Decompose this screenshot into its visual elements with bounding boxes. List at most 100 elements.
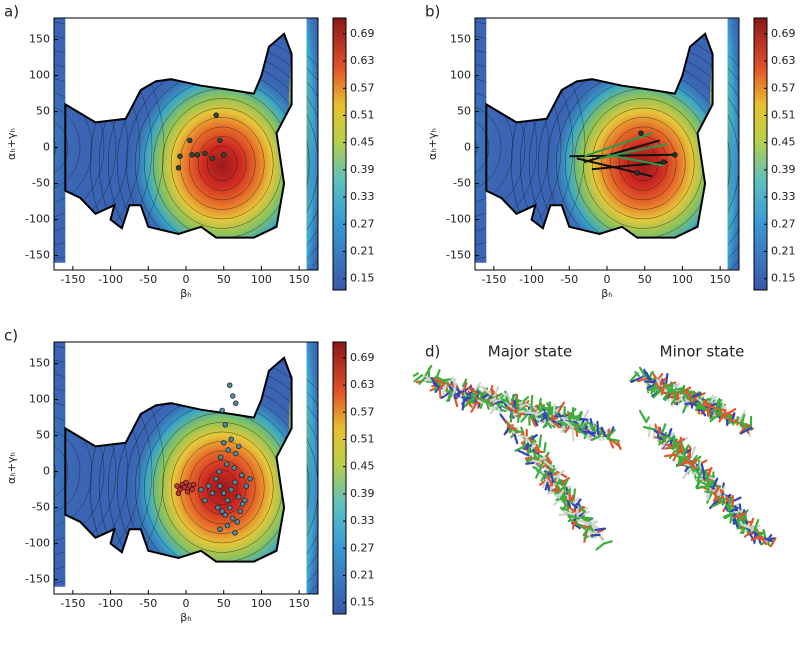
x-tick-label: 50 xyxy=(217,273,231,286)
data-point xyxy=(236,444,241,449)
bond xyxy=(556,499,560,500)
bond xyxy=(758,537,764,538)
colorbar-tick-label: 0.15 xyxy=(350,272,375,285)
bond xyxy=(738,522,740,528)
data-point xyxy=(639,131,644,136)
colorbar-tick-label: 0.39 xyxy=(350,163,375,176)
data-point xyxy=(225,498,230,503)
bond xyxy=(690,394,691,401)
data-point xyxy=(244,484,249,489)
y-tick-label: -50 xyxy=(453,177,471,190)
state-title: Minor state xyxy=(660,343,745,361)
y-tick-label: 150 xyxy=(450,33,471,46)
data-point xyxy=(672,152,677,157)
colorbar-tick-label: 0.51 xyxy=(771,108,796,121)
data-point xyxy=(236,494,241,499)
colorbar-tick-label: 0.57 xyxy=(350,405,375,418)
bond xyxy=(414,373,418,375)
colorbar-tick-label: 0.69 xyxy=(350,27,375,40)
colorbar-tick-label: 0.63 xyxy=(350,378,375,391)
bond xyxy=(722,500,723,505)
data-point xyxy=(176,491,181,496)
bond xyxy=(512,395,516,400)
y-tick-label: 100 xyxy=(450,69,471,82)
panel-label: c) xyxy=(4,327,18,345)
bond xyxy=(683,386,684,393)
bond xyxy=(526,463,533,464)
data-point xyxy=(217,469,222,474)
data-point xyxy=(220,408,225,413)
bond xyxy=(443,389,444,395)
bond xyxy=(640,411,646,421)
panel-label: d) xyxy=(425,343,440,361)
colorbar-tick-label: 0.51 xyxy=(350,108,375,121)
colorbar-tick-label: 0.33 xyxy=(350,514,375,527)
data-point xyxy=(225,523,230,528)
y-tick-label: -100 xyxy=(25,537,50,550)
colorbar-tick-label: 0.57 xyxy=(771,81,796,94)
y-tick-label: -50 xyxy=(32,177,50,190)
panel-label: a) xyxy=(4,3,19,21)
colorbar-tick-label: 0.21 xyxy=(771,244,796,257)
colorbar-tick-label: 0.39 xyxy=(350,487,375,500)
bond xyxy=(677,392,678,399)
bond xyxy=(543,466,548,467)
data-point xyxy=(233,480,238,485)
energy-map xyxy=(305,0,775,348)
y-tick-label: -100 xyxy=(25,213,50,226)
bond xyxy=(705,492,712,493)
y-axis-label: αₕ+γₕ xyxy=(426,128,439,160)
bond xyxy=(678,451,682,452)
bond xyxy=(511,412,512,422)
x-tick-label: 0 xyxy=(183,597,190,610)
data-point xyxy=(221,440,226,445)
colorbar xyxy=(333,18,346,290)
x-axis-label: βₕ xyxy=(180,611,191,624)
colorbar-tick-label: 0.15 xyxy=(771,272,796,285)
bond xyxy=(539,435,540,446)
x-tick-label: -100 xyxy=(98,597,123,610)
bond xyxy=(542,408,549,409)
data-point xyxy=(190,487,195,492)
y-tick-label: 0 xyxy=(43,141,50,154)
bond xyxy=(548,492,555,493)
bond xyxy=(577,500,580,505)
data-point xyxy=(223,422,228,427)
bond xyxy=(595,529,605,530)
colorbar-tick-label: 0.45 xyxy=(350,136,375,149)
bond xyxy=(536,445,537,451)
colorbar-tick-label: 0.27 xyxy=(350,217,375,230)
data-point xyxy=(238,509,243,514)
bond xyxy=(750,519,753,526)
colorbar xyxy=(333,342,346,614)
x-axis-label: βₕ xyxy=(601,287,612,300)
x-tick-label: -100 xyxy=(519,273,544,286)
colorbar-tick-label: 0.39 xyxy=(771,163,796,176)
data-point xyxy=(176,165,181,170)
panel-label: b) xyxy=(425,3,440,21)
bond xyxy=(519,411,524,412)
bond xyxy=(495,387,498,396)
bond xyxy=(580,419,587,420)
colorbar-tick-label: 0.45 xyxy=(771,136,796,149)
data-point xyxy=(224,462,229,467)
energy-map xyxy=(0,272,354,647)
map-hot xyxy=(127,61,317,271)
data-point xyxy=(214,113,219,118)
y-axis-label: αₕ+γₕ xyxy=(5,128,18,160)
x-tick-label: 50 xyxy=(638,273,652,286)
x-tick-label: -50 xyxy=(139,273,157,286)
colorbar-tick-label: 0.15 xyxy=(350,596,375,609)
data-point xyxy=(218,138,223,143)
data-point xyxy=(223,512,228,517)
colorbar-tick-label: 0.63 xyxy=(350,54,375,67)
bond xyxy=(700,463,701,468)
data-point xyxy=(229,487,234,492)
bond xyxy=(681,444,682,449)
bond xyxy=(554,405,555,415)
y-tick-label: 0 xyxy=(464,141,471,154)
data-point xyxy=(202,498,207,503)
